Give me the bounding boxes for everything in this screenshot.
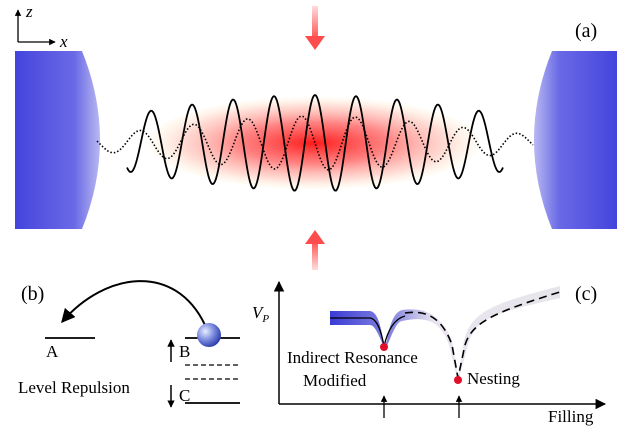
panel-label-c: (c) <box>575 283 597 305</box>
axis-indicator: z x <box>14 2 68 51</box>
potential-curve-dashed <box>404 291 561 379</box>
c-x-label: Filling <box>548 407 594 426</box>
label-indirect-resonance: Indirect Resonance <box>287 348 418 367</box>
atom-ball <box>197 323 221 347</box>
level-b-label: B <box>179 342 190 361</box>
atom-cloud <box>149 97 479 189</box>
cavity-mode-solid <box>126 93 504 192</box>
level-repulsion-caption: Level Repulsion <box>18 378 130 397</box>
panel-label-b: (b) <box>21 283 44 305</box>
level-a-label: A <box>46 342 59 361</box>
potential-band <box>330 286 560 382</box>
x-axis-label: x <box>59 32 68 51</box>
pump-arrow-bottom <box>305 230 325 270</box>
nesting-dot <box>454 376 462 384</box>
pump-arrow-top <box>305 6 325 50</box>
panel-label-a: (a) <box>575 20 597 42</box>
mirror-left <box>15 51 100 229</box>
mirror-right <box>534 51 617 229</box>
transfer-arrow <box>61 280 206 326</box>
level-c-label: C <box>179 386 190 405</box>
label-modified: Modified <box>303 371 367 390</box>
resonance-dot <box>380 343 388 351</box>
c-y-label: VP <box>252 303 269 325</box>
z-axis-label: z <box>25 2 33 21</box>
label-nesting: Nesting <box>467 369 520 388</box>
